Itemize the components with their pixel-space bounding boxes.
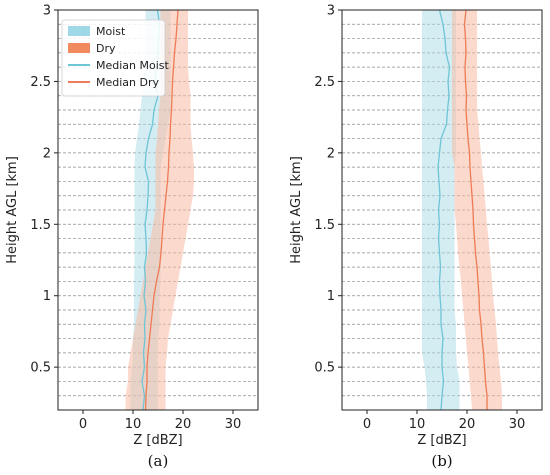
- y-tick-label: 3: [43, 4, 51, 19]
- legend-box: [61, 19, 166, 97]
- plot-frame: [57, 9, 259, 411]
- x-axis-label: Z [dBZ]: [133, 433, 182, 448]
- y-tick-label: 1.5: [30, 218, 51, 233]
- median-moist-line: [437, 9, 451, 411]
- x-tick-label: 0: [363, 417, 371, 432]
- y-tick-label: 1: [327, 289, 335, 304]
- legend-swatch-moist-band: [68, 26, 90, 36]
- legend-swatch-dry-band: [68, 43, 90, 53]
- legend-label: Moist: [96, 25, 126, 38]
- panel-b: 0 10 20 30 0.5 1 1.5 2 2.5 3 Z [dBZ] Height AGL [km…: [289, 4, 543, 470]
- y-tick-label: 0.5: [314, 361, 335, 376]
- y-tick-label: 1.5: [314, 218, 335, 233]
- x-tick-label: 30: [225, 417, 242, 432]
- panel-a: 0 10 20 30 0.5 1 1.5 2 2.5 3 Z [dBZ] Height AGL [km…: [5, 4, 259, 470]
- dry-band: [452, 10, 502, 410]
- y-tick-label: 2: [43, 146, 51, 161]
- x-tick-label: 10: [125, 417, 142, 432]
- plot-frame: [341, 9, 543, 411]
- y-axis-label: Height AGL [km]: [5, 156, 20, 264]
- moist-band: [422, 10, 460, 410]
- panel-label: (b): [431, 452, 452, 470]
- median-dry-line: [463, 9, 488, 410]
- legend: Moist Dry Median Moist Median Dry: [61, 19, 170, 97]
- y-tick-label: 1: [43, 289, 51, 304]
- y-axis-label: Height AGL [km]: [289, 156, 304, 264]
- y-tick-label: 2.5: [30, 75, 51, 90]
- y-tick-label: 2.5: [314, 75, 335, 90]
- x-tick-label: 0: [79, 417, 87, 432]
- x-axis-label: Z [dBZ]: [417, 433, 466, 448]
- median-dry-line: [144, 9, 179, 411]
- y-tick-label: 2: [327, 146, 335, 161]
- y-tick-label: 3: [327, 4, 335, 19]
- y-tick-label: 0.5: [30, 361, 51, 376]
- x-tick-label: 10: [409, 417, 426, 432]
- panel-label: (a): [148, 452, 169, 470]
- x-tick-label: 20: [459, 417, 476, 432]
- legend-label: Median Moist: [96, 59, 170, 72]
- legend-label: Median Dry: [96, 76, 159, 89]
- dry-band: [125, 10, 194, 410]
- x-tick-label: 30: [509, 417, 526, 432]
- legend-label: Dry: [96, 42, 116, 55]
- x-tick-label: 20: [175, 417, 192, 432]
